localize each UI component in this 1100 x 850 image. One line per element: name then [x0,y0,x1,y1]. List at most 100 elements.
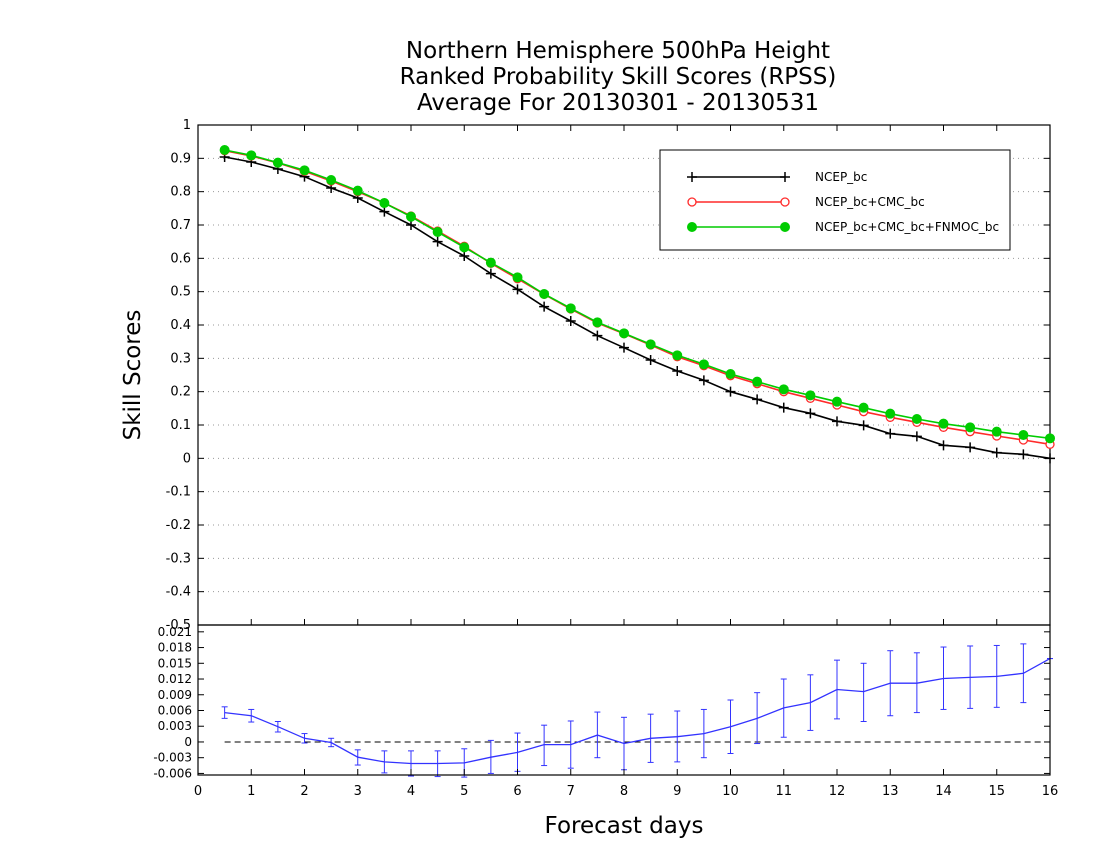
data-point [725,369,736,379]
data-point [379,206,390,217]
lower-y-tick-label: 0.006 [158,703,192,717]
data-point [911,414,922,424]
y-axis-label: Skill Scores [120,310,146,441]
data-point [272,157,283,168]
data-point [539,301,550,312]
data-point [832,396,842,407]
data-point [698,359,709,370]
data-point [1045,453,1055,464]
x-tick-label: 11 [775,784,792,799]
legend: NCEP_bc NCEP_bc+CMC_bc NCEP_bc+CMC_bc+FNMO… [659,149,1011,251]
data-point [858,420,869,431]
data-point [459,242,470,253]
y-tick-label: -0.4 [166,585,191,600]
y-tick-label: 0.5 [170,285,191,300]
data-point [619,342,629,353]
data-point [965,422,976,433]
data-point [805,390,816,401]
data-point [752,376,763,387]
x-tick-label: 3 [354,784,362,799]
title-line-2: Ranked Probability Skill Scores (RPSS) [400,64,837,90]
data-point [938,418,949,429]
data-point [991,447,1002,458]
x-tick-label: 12 [829,784,846,799]
x-tick-label: 16 [1042,784,1059,799]
y-tick-label: -0.5 [166,618,191,633]
lower-y-tick-label: 0.003 [158,719,192,733]
data-point [1045,433,1055,444]
data-point [778,384,789,395]
x-tick-label: 14 [935,784,952,799]
y-tick-label: 0.2 [170,385,191,400]
data-point [485,257,496,268]
difference-panel: -0.006-0.00300.0030.0060.0090.0120.0150.… [153,624,1053,780]
data-point [1018,449,1029,460]
lower-y-tick-label: 0.018 [158,641,192,655]
data-point [432,236,443,247]
title-line-1: Northern Hemisphere 500hPa Height [406,38,830,64]
lower-y-tick-label: 0.015 [158,656,192,670]
x-tick-label: 4 [407,784,415,799]
data-point [592,317,603,328]
data-point [991,426,1002,437]
upper-panel: -0.5 -0.4 -0.3 -0.2 -0.1 0 0.1 0.2 0.3 0.4 0.5 0.6 0… [166,118,1055,633]
y-tick-label: -0.2 [166,518,191,533]
x-tick-label: 7 [567,784,575,799]
x-tick-label: 8 [620,784,628,799]
data-point [645,355,656,365]
data-point [619,328,629,339]
lower-y-tick-label: -0.003 [153,751,192,765]
lower-y-tick-label: -0.006 [153,766,192,780]
lower-y-tick-label: 0 [184,735,192,749]
legend-label: NCEP_bc+CMC_bc+FNMOC_bc [815,220,999,234]
data-point [858,402,869,413]
x-axis-label: Forecast days [545,813,704,839]
x-tick-label: 2 [300,784,308,799]
data-point [645,339,656,350]
data-point [592,330,603,341]
data-point [778,402,789,413]
data-point [1018,430,1029,440]
y-tick-label: 0.1 [170,418,191,433]
lower-y-tick-label: 0.009 [158,688,192,702]
legend-box [659,149,1011,251]
legend-label: NCEP_bc+CMC_bc [815,195,925,209]
x-tick-label: 10 [722,784,739,799]
chart-title: Northern Hemisphere 500hPa Height Ranked… [400,38,837,116]
y-tick-label: 0.6 [170,251,191,266]
series-2 [219,145,1055,444]
data-point [246,150,257,161]
data-point [512,284,523,295]
legend-marker [687,222,697,232]
data-point [459,251,470,261]
legend-marker [687,197,697,207]
error-bars [221,643,1053,778]
data-point [698,375,709,386]
data-point [805,408,816,419]
y-tick-label: 0.9 [170,151,191,166]
lower-y-tick-label: 0.012 [158,672,192,686]
legend-item: NCEP_bc+CMC_bc+FNMOC_bc [687,220,999,234]
data-point [512,272,523,283]
y-tick-label: 0.8 [170,185,191,200]
data-point [672,366,683,376]
data-point [539,289,550,299]
data-point [379,198,390,208]
lower-y-tick-label: 0.021 [158,625,192,639]
difference-line [224,658,1051,765]
error-bar [541,724,548,767]
data-point [752,394,763,405]
y-tick-label: 0.7 [170,218,191,233]
data-point [352,185,363,196]
data-point [965,442,976,453]
legend-marker [780,172,790,182]
y-tick-label: 0 [183,451,191,466]
y-tick-label: 0.4 [170,318,191,333]
data-point [219,145,230,155]
legend-item: NCEP_bc [687,170,867,184]
data-point [832,416,842,427]
y-tick-label: 1 [183,118,191,133]
y-tick-label: -0.1 [166,485,191,500]
data-point [299,165,310,176]
